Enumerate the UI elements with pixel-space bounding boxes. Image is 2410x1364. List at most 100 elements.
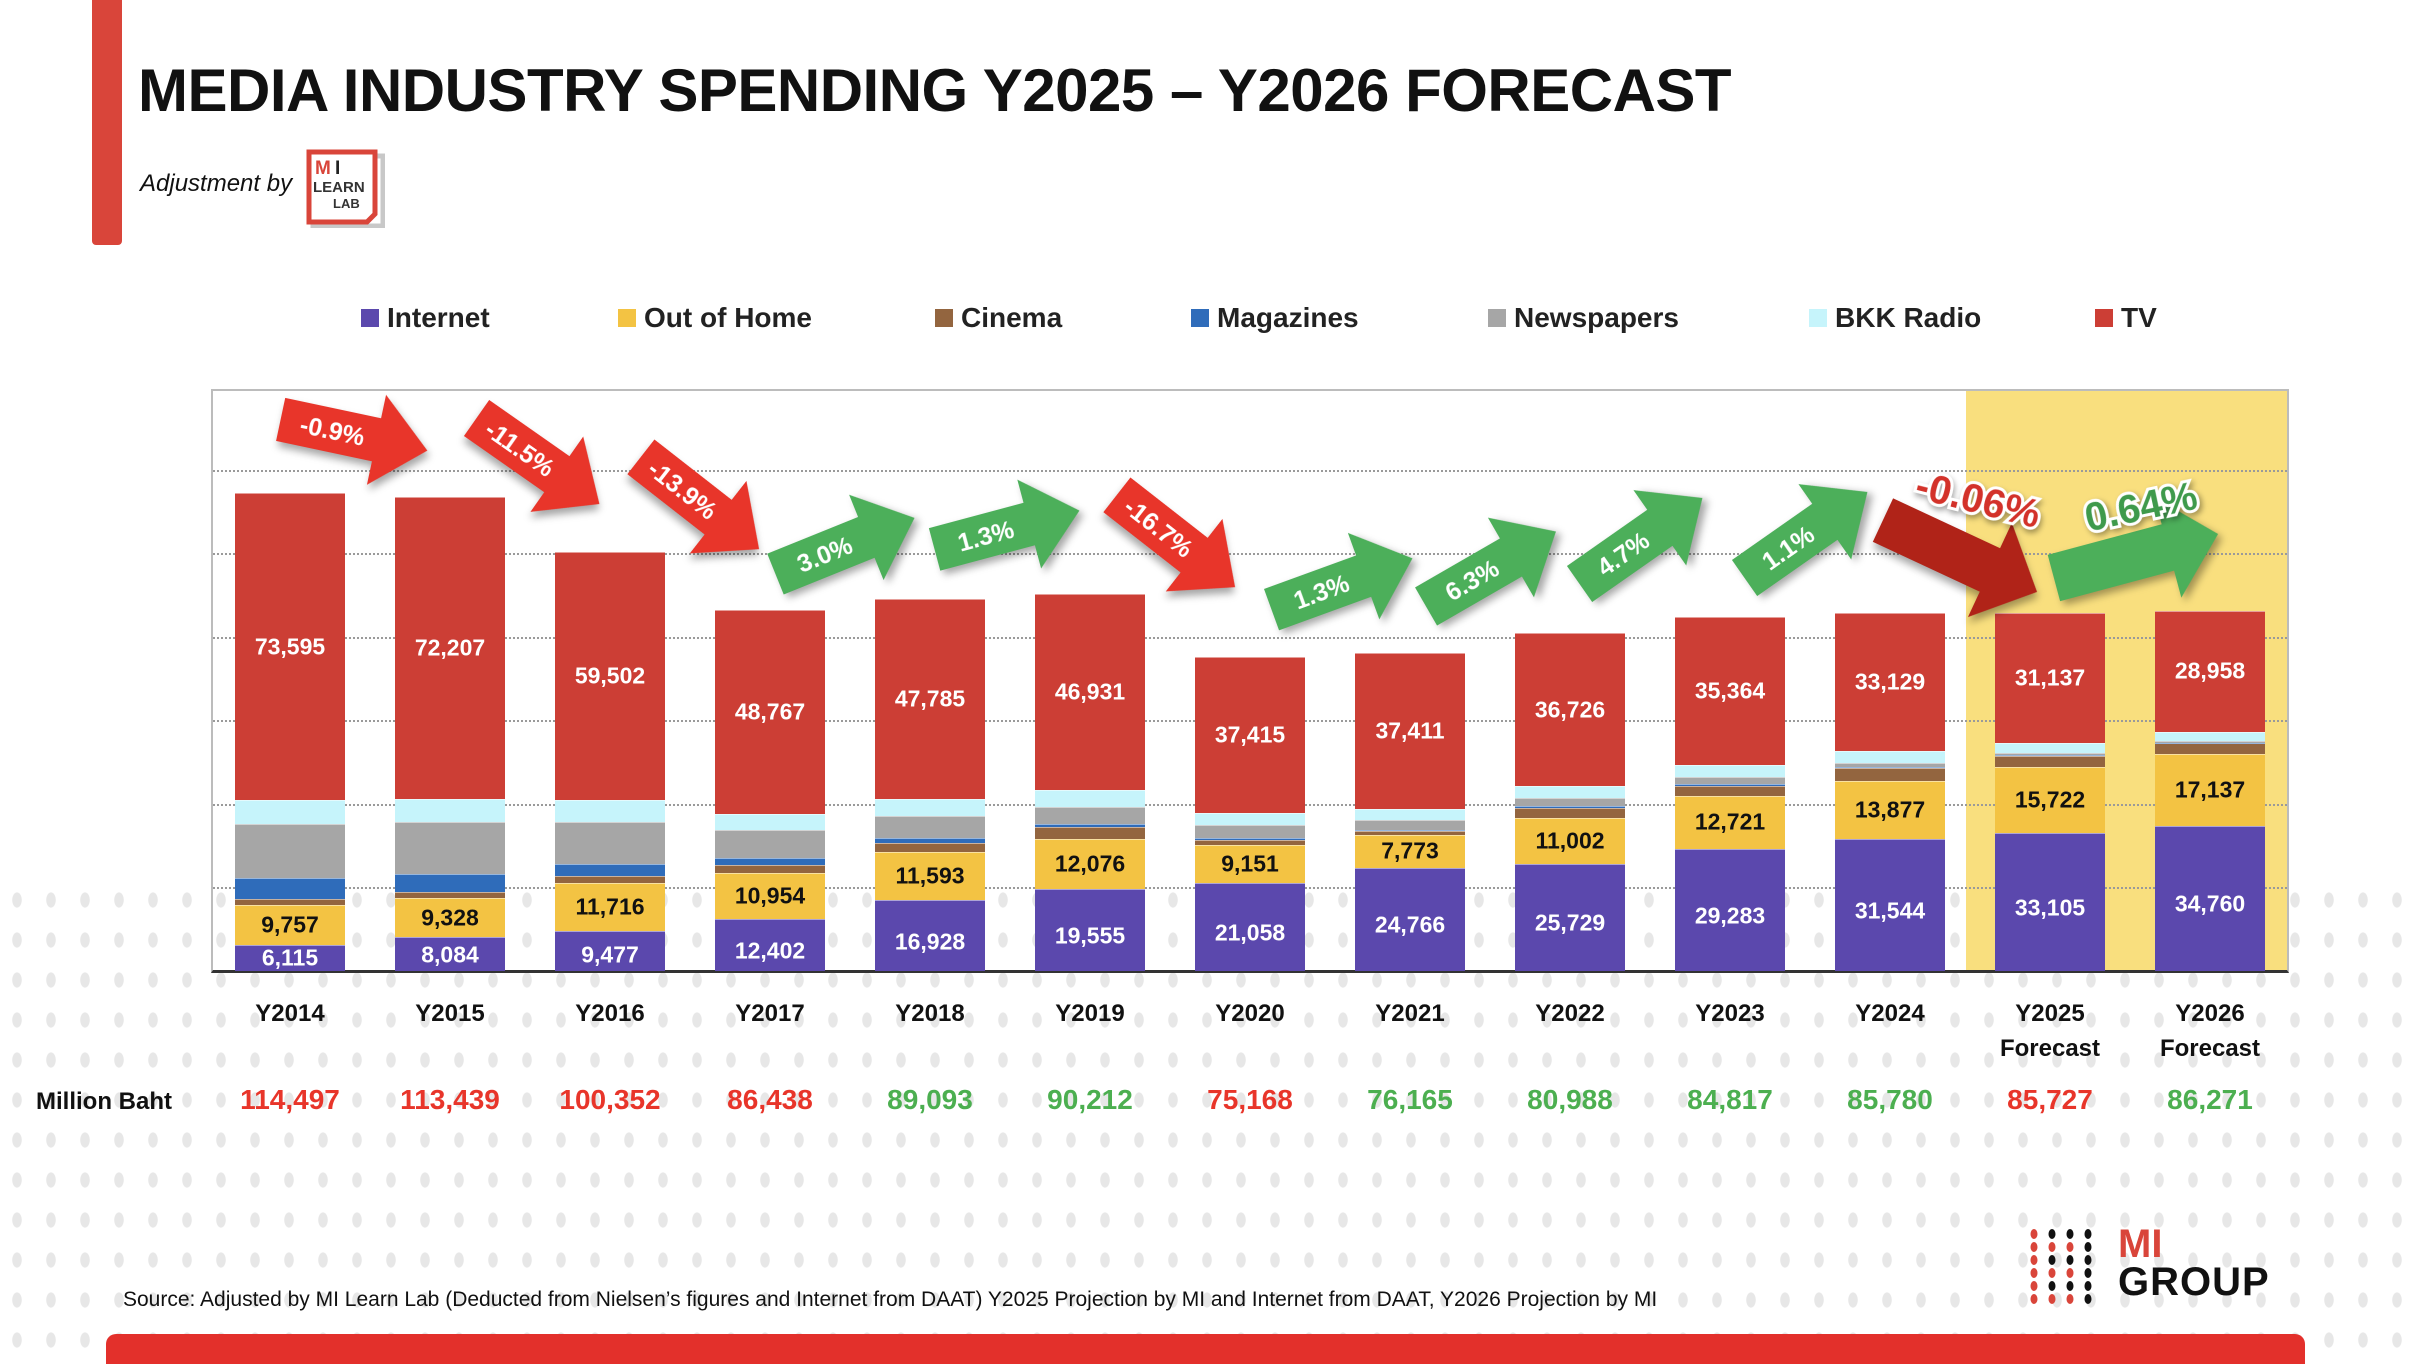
data-label: 7,773 (1381, 837, 1439, 864)
bar-segment-internet (1035, 889, 1145, 971)
data-label: 13,877 (1854, 796, 1926, 823)
data-label: 9,477 (581, 941, 639, 968)
bar-segment-magazines (2155, 742, 2265, 744)
logo-dot (2066, 1268, 2074, 1278)
bar-segment-out-of-home (1515, 817, 1625, 864)
bar-segment-tv (1515, 632, 1625, 787)
data-label: 37,415 (1214, 721, 1286, 748)
bar-segment-cinema (875, 842, 985, 852)
bar-segment-bkk-radio (235, 800, 345, 824)
bar-segment-newspapers (1035, 806, 1145, 825)
bar-segment-magazines (555, 863, 665, 876)
bar-segment-cinema (1515, 807, 1625, 818)
bar-segment-internet (2155, 825, 2265, 971)
data-label: 28,958 (2174, 657, 2246, 684)
legend-label: TV (2121, 302, 2157, 333)
bar-segment-bkk-radio (2155, 731, 2265, 742)
bar-segment-tv (1035, 594, 1145, 791)
legend-item-newspapers[interactable]: Newspapers (1488, 302, 1679, 334)
legend-item-out-of-home[interactable]: Out of Home (618, 302, 812, 334)
bar-segment-internet (715, 919, 825, 971)
legend-swatch (361, 309, 379, 327)
bar-segment-cinema (1355, 831, 1465, 836)
brand-group: GROUP (2118, 1260, 2270, 1304)
legend-swatch (2095, 309, 2113, 327)
bar-segment-out-of-home (2155, 754, 2265, 826)
gridline (213, 553, 2287, 556)
legend-label: Internet (387, 302, 490, 333)
bar-segment-magazines (1035, 824, 1145, 828)
bar-segment-newspapers (1675, 777, 1785, 784)
logo-dot (2030, 1281, 2038, 1291)
data-label: 47,785 (894, 685, 966, 712)
legend-item-magazines[interactable]: Magazines (1191, 302, 1359, 334)
legend-label: Magazines (1217, 302, 1359, 333)
total-value: 86,271 (2167, 1084, 2253, 1115)
bar-segment-cinema (715, 865, 825, 874)
data-label: 36,726 (1534, 696, 1606, 723)
bar-segment-newspapers (395, 821, 505, 874)
data-label: 31,544 (1854, 897, 1926, 924)
logo-dot (2048, 1268, 2056, 1278)
page-title: MEDIA INDUSTRY SPENDING Y2025 – Y2026 FO… (138, 57, 1732, 124)
legend-item-tv[interactable]: TV (2095, 302, 2157, 334)
x-tick-label: Y2023 (1695, 1000, 1765, 1027)
bar-segment-bkk-radio (1195, 813, 1305, 826)
logo-dot (2084, 1229, 2092, 1239)
bar-segment-bkk-radio (1675, 764, 1785, 778)
total-value: 76,165 (1367, 1084, 1453, 1115)
data-label: 11,002 (1535, 827, 1605, 854)
legend-item-cinema[interactable]: Cinema (935, 302, 1062, 334)
logo-dot (2066, 1281, 2074, 1291)
total-value: 86,438 (727, 1084, 813, 1115)
bar-segment-newspapers (1195, 825, 1305, 838)
logo-dot (2084, 1268, 2092, 1278)
bar-segment-bkk-radio (875, 798, 985, 816)
bar-segment-tv (395, 497, 505, 799)
data-label: 8,084 (421, 941, 479, 968)
bar-segment-out-of-home (395, 898, 505, 938)
bar-segment-cinema (1675, 785, 1785, 796)
bar-segment-internet (395, 937, 505, 971)
mi-learn-lab-logo: M I LEARN LAB (306, 149, 385, 228)
bar-segment-cinema (235, 898, 345, 905)
data-label: 11,716 (575, 893, 645, 920)
total-value: 75,168 (1207, 1084, 1293, 1115)
total-value: 84,817 (1687, 1084, 1773, 1115)
bar-segment-bkk-radio (1515, 786, 1625, 799)
x-tick-label: Y2020 (1215, 1000, 1285, 1027)
data-label: 35,364 (1694, 677, 1766, 704)
data-label: 11,593 (895, 862, 965, 889)
data-label: 46,931 (1054, 678, 1126, 705)
legend-item-bkk-radio[interactable]: BKK Radio (1809, 302, 1981, 334)
logo-dot (2030, 1255, 2038, 1265)
bar-segment-magazines (395, 874, 505, 893)
mi-group-logo: MI GROUP (2026, 1222, 2306, 1308)
data-label: 9,151 (1221, 850, 1279, 877)
data-label: 9,757 (261, 911, 319, 938)
legend-label: Out of Home (644, 302, 812, 333)
data-label: 31,137 (2014, 664, 2086, 691)
totals-label: Million Baht (36, 1088, 172, 1115)
bar-segment-magazines (875, 837, 985, 843)
bar-segment-magazines (1995, 755, 2105, 757)
bar-segment-internet (235, 945, 345, 971)
bar-segment-bkk-radio (1835, 751, 1945, 763)
total-value: 113,439 (400, 1084, 500, 1115)
bar-segment-tv (2155, 610, 2265, 732)
data-label: 24,766 (1374, 911, 1446, 938)
data-label: 12,721 (1694, 808, 1766, 835)
data-label: 72,207 (414, 634, 486, 661)
bar-segment-magazines (235, 877, 345, 899)
legend-label: Cinema (961, 302, 1063, 333)
legend-item-internet[interactable]: Internet (361, 302, 490, 334)
bar-segment-magazines (1675, 783, 1785, 786)
accent-bar (92, 0, 122, 245)
logo-dot (2030, 1268, 2038, 1278)
data-label: 59,502 (574, 662, 646, 689)
bar-segment-internet (555, 931, 665, 971)
data-label: 19,555 (1054, 922, 1126, 949)
bar-segment-tv (875, 599, 985, 799)
legend-swatch (1488, 309, 1506, 327)
footer-bar (106, 1334, 2305, 1364)
